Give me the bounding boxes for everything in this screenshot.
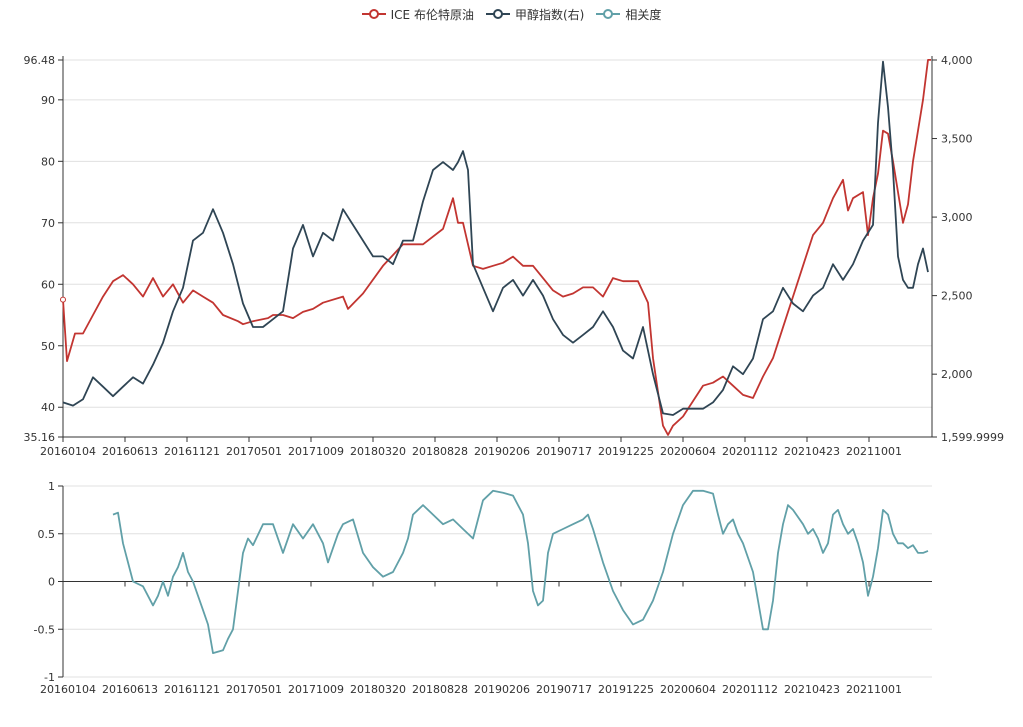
x-tick-label: 20201112	[722, 683, 778, 696]
x-tick-label: 20191225	[598, 683, 654, 696]
legend-item-correlation[interactable]: 相关度	[596, 6, 661, 23]
y2-tick-label: 4,000	[941, 54, 973, 67]
y-tick-label: -0.5	[34, 623, 55, 636]
x-tick-label: 20180828	[412, 445, 468, 458]
legend-line-marker-icon	[485, 9, 510, 19]
y-tick-label: 70	[41, 217, 55, 230]
y-tick-label: 50	[41, 340, 55, 353]
y-tick-label: 90	[41, 94, 55, 107]
y-tick-label: 40	[41, 401, 55, 414]
y-tick-label: 0.5	[38, 528, 56, 541]
y2-tick-label: 2,500	[941, 290, 973, 303]
y-tick-label: 35.16	[24, 431, 56, 444]
series-line-brent	[62, 59, 931, 436]
x-tick-label: 20171009	[288, 445, 344, 458]
legend-label-brent: ICE 布伦特原油	[390, 7, 474, 22]
x-tick-label: 20190206	[474, 445, 530, 458]
y-tick-label: 1	[48, 480, 55, 493]
chart-legend: ICE 布伦特原油 甲醇指数(右) 相关度	[0, 4, 1023, 24]
x-tick-label: 20211001	[846, 445, 902, 458]
legend-line-marker-icon	[596, 9, 621, 19]
y-tick-label: 60	[41, 278, 55, 291]
y-tick-label: 96.48	[24, 54, 56, 67]
legend-item-methanol[interactable]: 甲醇指数(右)	[485, 6, 585, 23]
x-tick-label: 20190206	[474, 683, 530, 696]
x-tick-label: 20170501	[226, 445, 282, 458]
y2-tick-label: 2,000	[941, 368, 973, 381]
legend-label-correlation: 相关度	[625, 7, 662, 22]
legend-line-marker-icon	[361, 9, 386, 19]
x-tick-label: 20210423	[784, 683, 840, 696]
y-tick-label: 0	[48, 576, 55, 589]
y-tick-label: 80	[41, 155, 55, 168]
series-line-methanol	[62, 60, 929, 416]
x-tick-label: 20180320	[350, 445, 406, 458]
x-tick-label: 20160104	[40, 445, 96, 458]
y2-tick-label: 3,000	[941, 211, 973, 224]
data-point	[60, 296, 66, 303]
x-tick-label: 20191225	[598, 445, 654, 458]
legend-label-methanol: 甲醇指数(右)	[514, 7, 585, 22]
x-tick-label: 20180828	[412, 683, 468, 696]
x-tick-label: 20180320	[350, 683, 406, 696]
y2-tick-label: 3,500	[941, 133, 973, 146]
x-tick-label: 20190717	[536, 445, 592, 458]
x-tick-label: 20190717	[536, 683, 592, 696]
x-tick-label: 20200604	[660, 683, 716, 696]
x-tick-label: 20160613	[102, 445, 158, 458]
x-tick-label: 20200604	[660, 445, 716, 458]
y-tick-label: -1	[44, 671, 55, 684]
x-tick-label: 20171009	[288, 683, 344, 696]
x-tick-label: 20161121	[164, 683, 220, 696]
x-tick-label: 20170501	[226, 683, 282, 696]
x-tick-label: 20160613	[102, 683, 158, 696]
x-tick-label: 20211001	[846, 683, 902, 696]
legend-item-brent[interactable]: ICE 布伦特原油	[361, 6, 474, 23]
x-tick-label: 20161121	[164, 445, 220, 458]
x-tick-label: 20160104	[40, 683, 96, 696]
x-tick-label: 20201112	[722, 445, 778, 458]
series-line-correlation	[112, 489, 929, 654]
x-tick-label: 20210423	[784, 445, 840, 458]
y2-tick-label: 1,599.9999	[941, 431, 1004, 444]
